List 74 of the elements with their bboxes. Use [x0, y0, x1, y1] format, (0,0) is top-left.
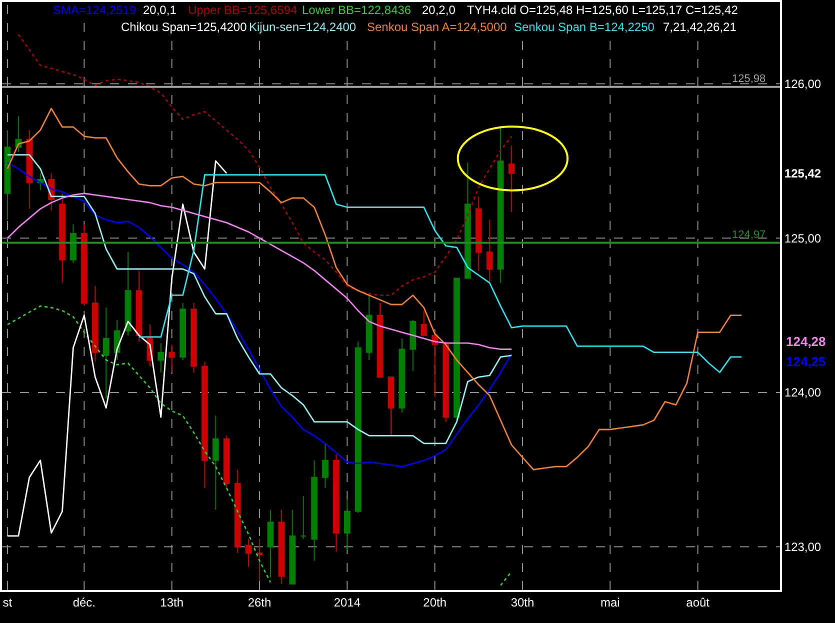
- y-tick-label: 125,42: [784, 166, 822, 181]
- candlestick: [420, 310, 428, 336]
- candlestick: [354, 341, 362, 514]
- y-tick-label: 124,00: [784, 386, 822, 400]
- line-series: [6, 192, 512, 350]
- candlestick: [410, 319, 416, 372]
- x-tick-label: 20th: [423, 595, 447, 610]
- candlestick: [366, 294, 372, 361]
- y-tick-label: 126,00: [784, 77, 822, 91]
- candlestick: [245, 538, 252, 568]
- candlestick: [234, 469, 241, 554]
- x-tick-label: 26th: [248, 595, 272, 610]
- candlestick: [344, 498, 350, 550]
- x-tick-label: août: [686, 595, 710, 610]
- candlestick: [267, 509, 274, 578]
- annotation: 20,0,1: [143, 3, 177, 17]
- y-tick-label: 125,00: [784, 231, 822, 246]
- candlestick: [333, 454, 340, 552]
- text: Lower BB=122,8436: [302, 3, 412, 17]
- candlestick: [70, 224, 76, 264]
- candlestick: [432, 330, 438, 398]
- candlestick: [486, 219, 493, 284]
- text: Senkou Span B=124,2250: [514, 20, 655, 34]
- x-tick-label: 13th: [160, 595, 184, 610]
- candlestick: [136, 270, 142, 342]
- x-tick-label: 2014: [334, 595, 361, 610]
- text: Upper BB=125,6594: [188, 3, 298, 17]
- x-tick-label: 30th: [510, 595, 534, 610]
- candlestick: [92, 285, 98, 362]
- candlestick: [289, 509, 296, 584]
- candlestick: [202, 361, 208, 489]
- text: Senkou Span A=124,5000: [367, 20, 508, 34]
- candlestick: [442, 341, 449, 422]
- candlestick: [398, 338, 406, 414]
- annotation: 20,2,0: [422, 3, 456, 17]
- candlestick: [180, 302, 186, 361]
- line-series: [6, 160, 228, 537]
- candlestick: [59, 192, 66, 284]
- line-series: [18, 34, 512, 296]
- candlestick: [278, 509, 285, 584]
- candlestick: [212, 415, 219, 510]
- candlestick: [256, 538, 263, 582]
- ref-line-label: 125,98: [732, 73, 766, 85]
- candlestick: [158, 342, 164, 373]
- y-tick-label: 123,00: [784, 540, 822, 554]
- candlestick: [81, 224, 88, 307]
- candlestick: [124, 252, 132, 336]
- candlestick: [311, 460, 318, 562]
- text: Chikou Span=125,4200: [121, 20, 248, 34]
- candlestick: [168, 344, 176, 373]
- candlestick: [464, 162, 471, 279]
- candlestick: [497, 126, 504, 284]
- candlestick: [454, 278, 460, 421]
- candlestick: [475, 196, 482, 272]
- candlestick: [26, 130, 33, 210]
- candlestick: [102, 307, 110, 400]
- text: SMA=124,2519: [53, 3, 136, 17]
- annotation: 7,21,42,26,21: [663, 20, 737, 34]
- text: Kijun-sen=124,2400: [249, 20, 356, 34]
- candlestick: [300, 495, 307, 540]
- candlestick: [388, 376, 394, 436]
- candlestick: [322, 442, 328, 489]
- candlestick: [223, 435, 230, 489]
- x-tick-label: st: [2, 595, 13, 610]
- x-tick-label: mai: [600, 595, 620, 610]
- candlestick: [376, 302, 384, 378]
- annotation: TYH4.cld O=125,48 H=125,60 L=125,17 C=125,42: [467, 3, 738, 17]
- candlestick: [508, 145, 515, 212]
- candlestick: [4, 130, 11, 220]
- text: 124,28: [786, 334, 826, 349]
- candlestick: [190, 302, 197, 373]
- x-tick-label: déc.: [72, 595, 96, 610]
- ref-line-label: 124,97: [732, 229, 766, 241]
- text: 124,25: [786, 354, 826, 369]
